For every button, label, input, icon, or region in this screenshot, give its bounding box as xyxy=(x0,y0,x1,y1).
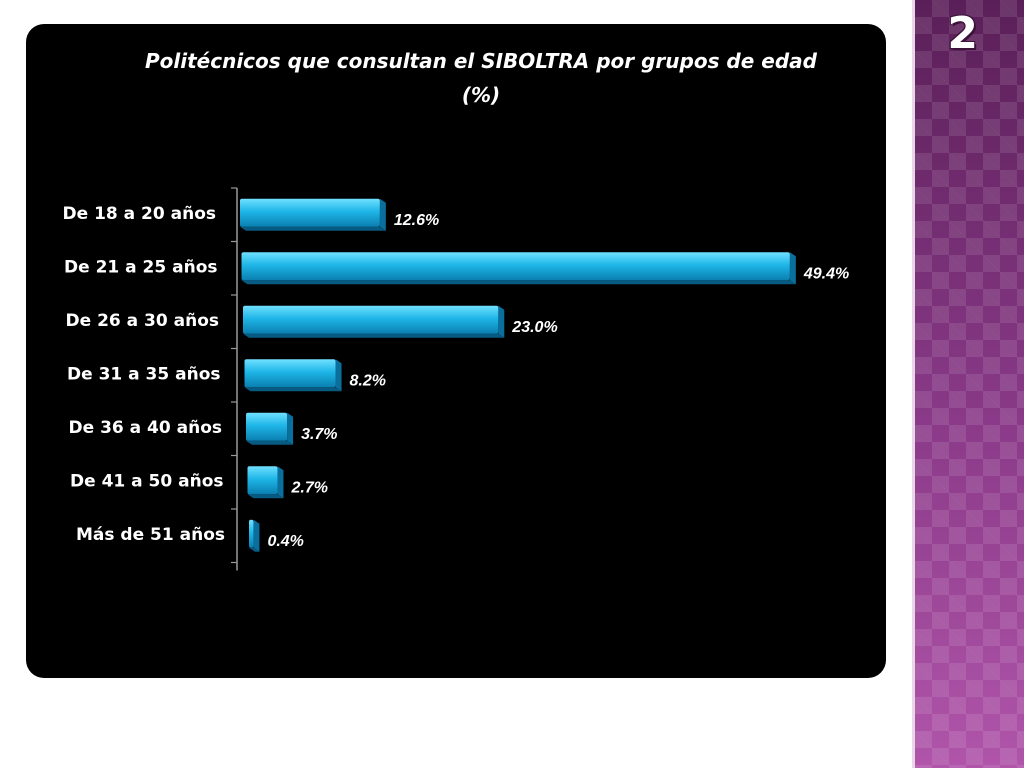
bar xyxy=(247,466,278,495)
value-label: 2.7% xyxy=(290,479,327,496)
value-label: 0.4% xyxy=(267,533,303,550)
bar xyxy=(246,412,288,441)
bar-bottom xyxy=(244,387,342,392)
value-label: 12.6% xyxy=(394,212,439,229)
value-label: 3.7% xyxy=(301,426,337,443)
bar-bottom xyxy=(246,440,294,445)
bar-side xyxy=(287,412,294,445)
bar-side xyxy=(379,198,386,231)
value-label: 8.2% xyxy=(350,372,386,389)
chart-panel: Politécnicos que consultan el SIBOLTRA p… xyxy=(26,24,886,678)
bar xyxy=(249,519,254,548)
category-label: De 21 a 25 años xyxy=(64,257,217,277)
bar-side xyxy=(498,305,505,338)
bar-bottom xyxy=(249,547,260,552)
slide-number: 2 xyxy=(947,8,978,59)
category-label: De 18 a 20 años xyxy=(63,204,216,224)
category-label: De 31 a 35 años xyxy=(67,364,220,384)
category-label: De 26 a 30 años xyxy=(66,311,219,331)
bar xyxy=(244,359,336,388)
bar xyxy=(240,198,380,227)
value-label: 49.4% xyxy=(803,265,849,282)
bar-side xyxy=(335,359,342,392)
bar-bottom xyxy=(243,333,505,338)
value-label: 23.0% xyxy=(511,319,557,336)
bar-bottom xyxy=(247,494,284,499)
bar xyxy=(243,305,499,334)
bar xyxy=(241,252,790,281)
bar-bottom xyxy=(241,280,796,285)
chart-title: Politécnicos que consultan el SIBOLTRA p… xyxy=(145,49,817,107)
bar-side xyxy=(789,252,796,285)
bar-side xyxy=(277,466,284,499)
bar-bottom xyxy=(240,226,386,231)
category-label: De 36 a 40 años xyxy=(69,418,222,438)
category-label: Más de 51 años xyxy=(76,525,225,545)
decorative-side-strip xyxy=(912,0,1024,768)
bar-side xyxy=(253,519,260,552)
category-label: De 41 a 50 años xyxy=(70,471,223,491)
